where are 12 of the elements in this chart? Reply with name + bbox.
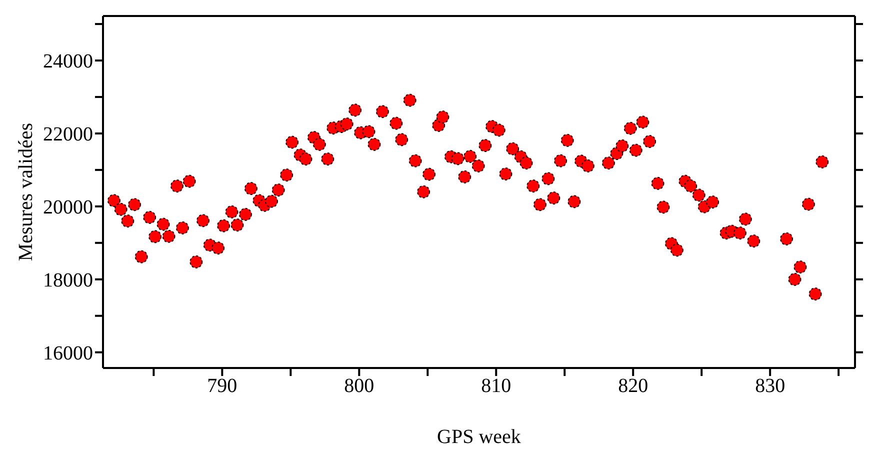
x-axis-title: GPS week <box>437 426 521 448</box>
x-tick-label: 790 <box>207 375 238 398</box>
y-tick-label: 22000 <box>43 124 93 146</box>
x-tick-label: 810 <box>481 375 512 398</box>
y-tick-label: 24000 <box>43 50 93 73</box>
y-axis-title: Mesures validées <box>15 122 38 262</box>
y-tick-label: 16000 <box>43 342 93 364</box>
x-tick-label: 830 <box>755 375 786 398</box>
y-tick-label: 20000 <box>43 196 93 219</box>
x-tick-label: 820 <box>618 375 648 398</box>
x-tick-label: 800 <box>344 375 374 398</box>
y-tick-label: 18000 <box>43 269 93 292</box>
